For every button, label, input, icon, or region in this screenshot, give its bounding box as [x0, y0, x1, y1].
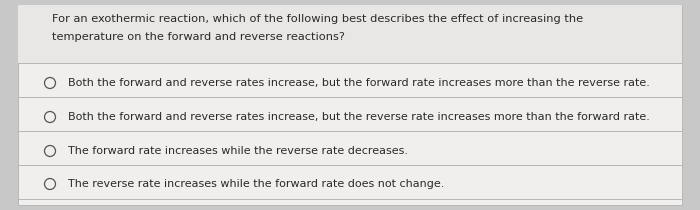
FancyBboxPatch shape — [18, 5, 682, 205]
Text: Both the forward and reverse rates increase, but the forward rate increases more: Both the forward and reverse rates incre… — [68, 78, 650, 88]
Text: Both the forward and reverse rates increase, but the reverse rate increases more: Both the forward and reverse rates incre… — [68, 112, 650, 122]
Text: The forward rate increases while the reverse rate decreases.: The forward rate increases while the rev… — [68, 146, 408, 156]
FancyBboxPatch shape — [18, 5, 682, 63]
Text: temperature on the forward and reverse reactions?: temperature on the forward and reverse r… — [52, 32, 345, 42]
Text: The reverse rate increases while the forward rate does not change.: The reverse rate increases while the for… — [68, 179, 444, 189]
Text: For an exothermic reaction, which of the following best describes the effect of : For an exothermic reaction, which of the… — [52, 14, 583, 24]
